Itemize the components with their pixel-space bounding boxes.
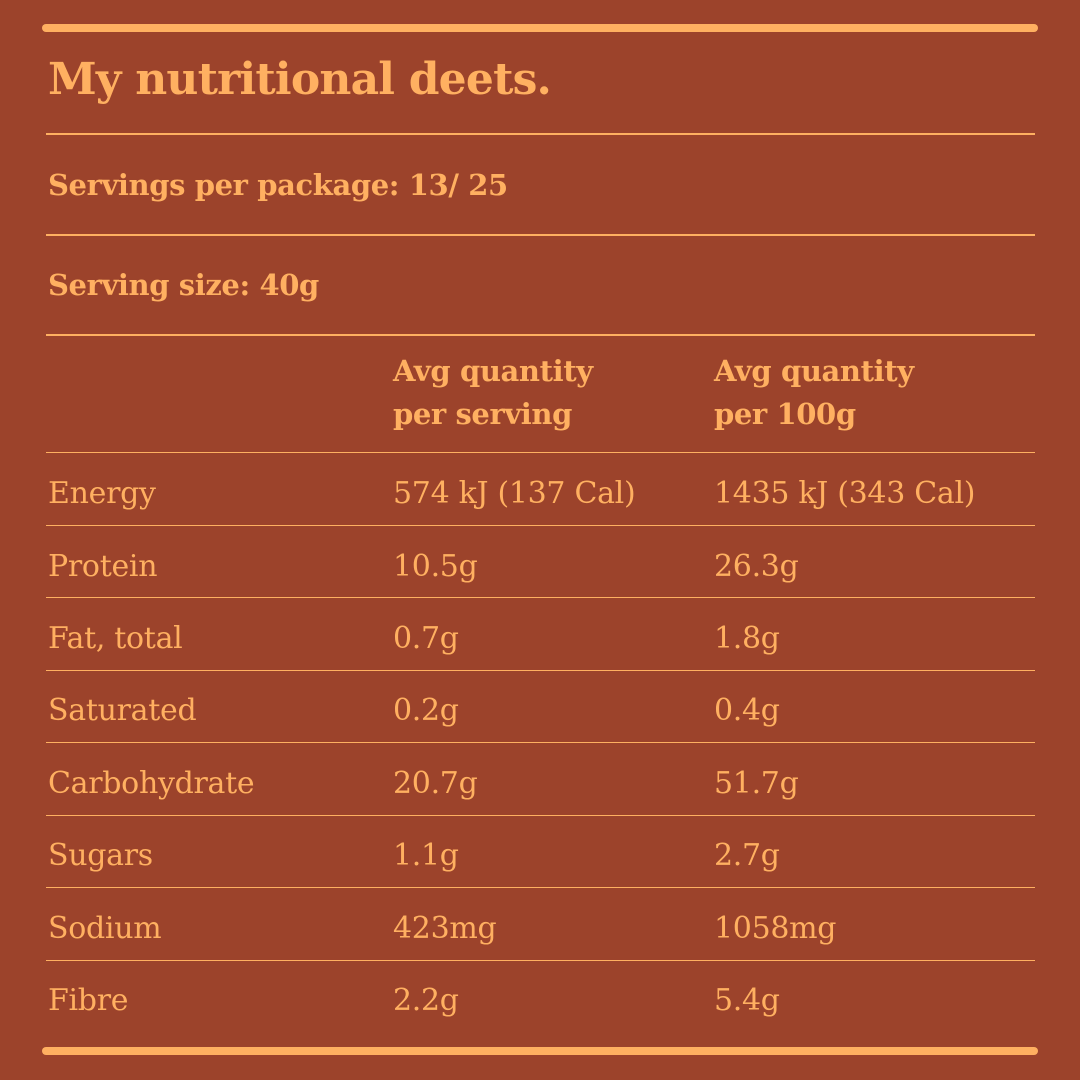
serving-size: Serving size: 40g	[48, 268, 319, 302]
divider	[46, 452, 1035, 453]
per-serving-value: 20.7g	[393, 766, 478, 801]
per-100g-value: 1.8g	[714, 621, 780, 656]
nutrient-label: Fibre	[48, 983, 129, 1018]
nutrient-label: Protein	[48, 549, 158, 584]
page-title: My nutritional deets.	[48, 54, 552, 105]
nutrient-label: Saturated	[48, 693, 197, 728]
nutrient-label: Carbohydrate	[48, 766, 255, 801]
divider	[46, 234, 1035, 236]
row-divider	[46, 815, 1035, 816]
column-header-per-serving: Avg quantity per serving	[393, 350, 593, 436]
row-divider	[46, 887, 1035, 888]
row-divider	[46, 525, 1035, 526]
per-100g-value: 51.7g	[714, 766, 799, 801]
per-serving-value: 2.2g	[393, 983, 459, 1018]
row-divider	[46, 742, 1035, 743]
nutrient-label: Sodium	[48, 911, 162, 946]
column-header-line: Avg quantity	[714, 354, 914, 388]
per-serving-value: 0.2g	[393, 693, 459, 728]
per-100g-value: 26.3g	[714, 549, 799, 584]
divider	[46, 334, 1035, 336]
column-header-line: Avg quantity	[393, 354, 593, 388]
nutrient-label: Sugars	[48, 838, 153, 873]
bottom-border	[42, 1047, 1038, 1055]
divider	[46, 133, 1035, 135]
column-header-line: per 100g	[714, 397, 856, 431]
per-serving-value: 423mg	[393, 911, 497, 946]
per-serving-value: 1.1g	[393, 838, 459, 873]
per-100g-value: 0.4g	[714, 693, 780, 728]
top-border	[42, 24, 1038, 32]
nutrient-label: Fat, total	[48, 621, 183, 656]
per-100g-value: 1435 kJ (343 Cal)	[714, 476, 976, 511]
column-header-line: per serving	[393, 397, 572, 431]
servings-per-package: Servings per package: 13/ 25	[48, 168, 508, 202]
per-100g-value: 2.7g	[714, 838, 780, 873]
column-header-per-100g: Avg quantity per 100g	[714, 350, 914, 436]
row-divider	[46, 960, 1035, 961]
row-divider	[46, 597, 1035, 598]
row-divider	[46, 670, 1035, 671]
per-100g-value: 5.4g	[714, 983, 780, 1018]
per-serving-value: 10.5g	[393, 549, 478, 584]
per-serving-value: 574 kJ (137 Cal)	[393, 476, 636, 511]
per-serving-value: 0.7g	[393, 621, 459, 656]
nutrient-label: Energy	[48, 476, 156, 511]
per-100g-value: 1058mg	[714, 911, 837, 946]
